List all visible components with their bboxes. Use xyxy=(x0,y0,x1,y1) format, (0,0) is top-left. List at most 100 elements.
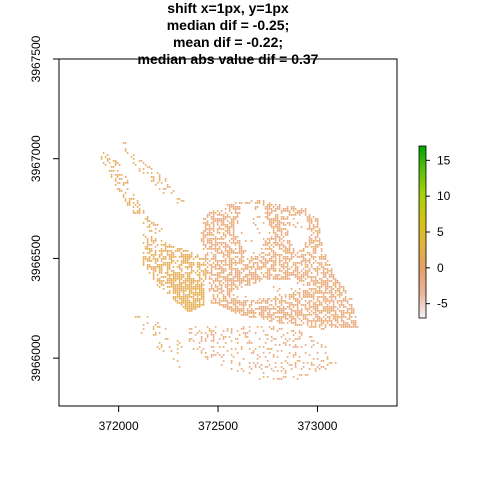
raster-cell xyxy=(138,212,141,214)
raster-cell xyxy=(212,238,215,240)
raster-cell xyxy=(350,316,353,318)
raster-cell xyxy=(296,266,299,268)
raster-cell xyxy=(230,262,233,264)
raster-cell xyxy=(248,348,251,350)
raster-cell xyxy=(236,276,239,278)
raster-cell xyxy=(304,352,307,354)
raster-cell xyxy=(322,294,325,296)
raster-cell xyxy=(196,266,199,268)
raster-cell xyxy=(248,280,251,282)
raster-cell xyxy=(284,278,287,280)
raster-cell xyxy=(270,218,273,220)
raster-cell xyxy=(324,306,327,308)
raster-cell xyxy=(222,224,225,226)
raster-cell xyxy=(250,352,253,354)
raster-cell xyxy=(282,308,285,310)
raster-cell xyxy=(228,210,231,212)
raster-cell xyxy=(218,264,221,266)
raster-cell xyxy=(226,232,229,234)
raster-cell xyxy=(344,290,347,292)
raster-cell xyxy=(204,340,207,342)
raster-cell xyxy=(142,264,145,266)
raster-cell xyxy=(256,302,259,304)
raster-cell xyxy=(280,276,283,278)
raster-cell xyxy=(322,280,325,282)
raster-cell xyxy=(236,370,239,372)
raster-cell xyxy=(214,220,217,222)
raster-cell xyxy=(324,352,327,354)
raster-cell xyxy=(286,340,289,342)
raster-cell xyxy=(310,242,313,244)
raster-cell xyxy=(214,260,217,262)
raster-cell xyxy=(308,222,311,224)
raster-cell xyxy=(232,282,235,284)
raster-cell xyxy=(322,306,325,308)
raster-cell xyxy=(138,168,141,170)
raster-cell xyxy=(220,272,223,274)
raster-cell xyxy=(224,258,227,260)
raster-cell xyxy=(168,268,171,270)
raster-cell xyxy=(218,246,221,248)
raster-cell xyxy=(298,336,301,338)
raster-cell xyxy=(250,240,253,242)
raster-cell xyxy=(196,286,199,288)
raster-cell xyxy=(288,240,291,242)
raster-cell xyxy=(320,256,323,258)
raster-cell xyxy=(160,250,163,252)
raster-cell xyxy=(212,288,215,290)
raster-cell xyxy=(190,272,193,274)
raster-cell xyxy=(238,272,241,274)
raster-cell xyxy=(238,206,241,208)
raster-cell xyxy=(220,304,223,306)
raster-cell xyxy=(200,340,203,342)
raster-cell xyxy=(268,258,271,260)
raster-cell xyxy=(210,274,213,276)
raster-cell xyxy=(178,266,181,268)
raster-cell xyxy=(284,360,287,362)
raster-cell xyxy=(214,302,217,304)
raster-cell xyxy=(228,288,231,290)
raster-cell xyxy=(168,246,171,248)
raster-cell xyxy=(192,264,195,266)
raster-cell xyxy=(224,270,227,272)
raster-cell xyxy=(156,260,159,262)
raster-cell xyxy=(264,242,267,244)
raster-cell xyxy=(232,308,235,310)
raster-cell xyxy=(202,236,205,238)
raster-cell xyxy=(156,244,159,246)
raster-cell xyxy=(302,258,305,260)
raster-cell xyxy=(184,282,187,284)
raster-cell xyxy=(278,278,281,280)
raster-cell xyxy=(246,312,249,314)
raster-cell xyxy=(228,266,231,268)
raster-cell xyxy=(326,270,329,272)
raster-cell xyxy=(172,288,175,290)
raster-cell xyxy=(274,362,277,364)
raster-cell xyxy=(202,294,205,296)
raster-cell xyxy=(280,254,283,256)
raster-cell xyxy=(296,314,299,316)
raster-cell xyxy=(234,310,237,312)
raster-cell xyxy=(196,280,199,282)
raster-cell xyxy=(146,258,149,260)
raster-cell xyxy=(170,258,173,260)
raster-cell xyxy=(154,324,157,326)
raster-cell xyxy=(208,330,211,332)
raster-cell xyxy=(278,236,281,238)
raster-cell xyxy=(304,246,307,248)
raster-cell xyxy=(296,256,299,258)
raster-cell xyxy=(316,320,319,322)
raster-cell xyxy=(338,304,341,306)
y-tick-label: 3966000 xyxy=(29,334,43,381)
raster-cell xyxy=(174,284,177,286)
raster-cell xyxy=(166,266,169,268)
raster-cell xyxy=(188,282,191,284)
raster-cell xyxy=(234,264,237,266)
raster-cell xyxy=(314,326,317,328)
raster-cell xyxy=(328,290,331,292)
raster-cell xyxy=(308,314,311,316)
raster-cell xyxy=(216,210,219,212)
raster-cell xyxy=(342,290,345,292)
raster-cell xyxy=(196,288,199,290)
raster-cell xyxy=(308,284,311,286)
